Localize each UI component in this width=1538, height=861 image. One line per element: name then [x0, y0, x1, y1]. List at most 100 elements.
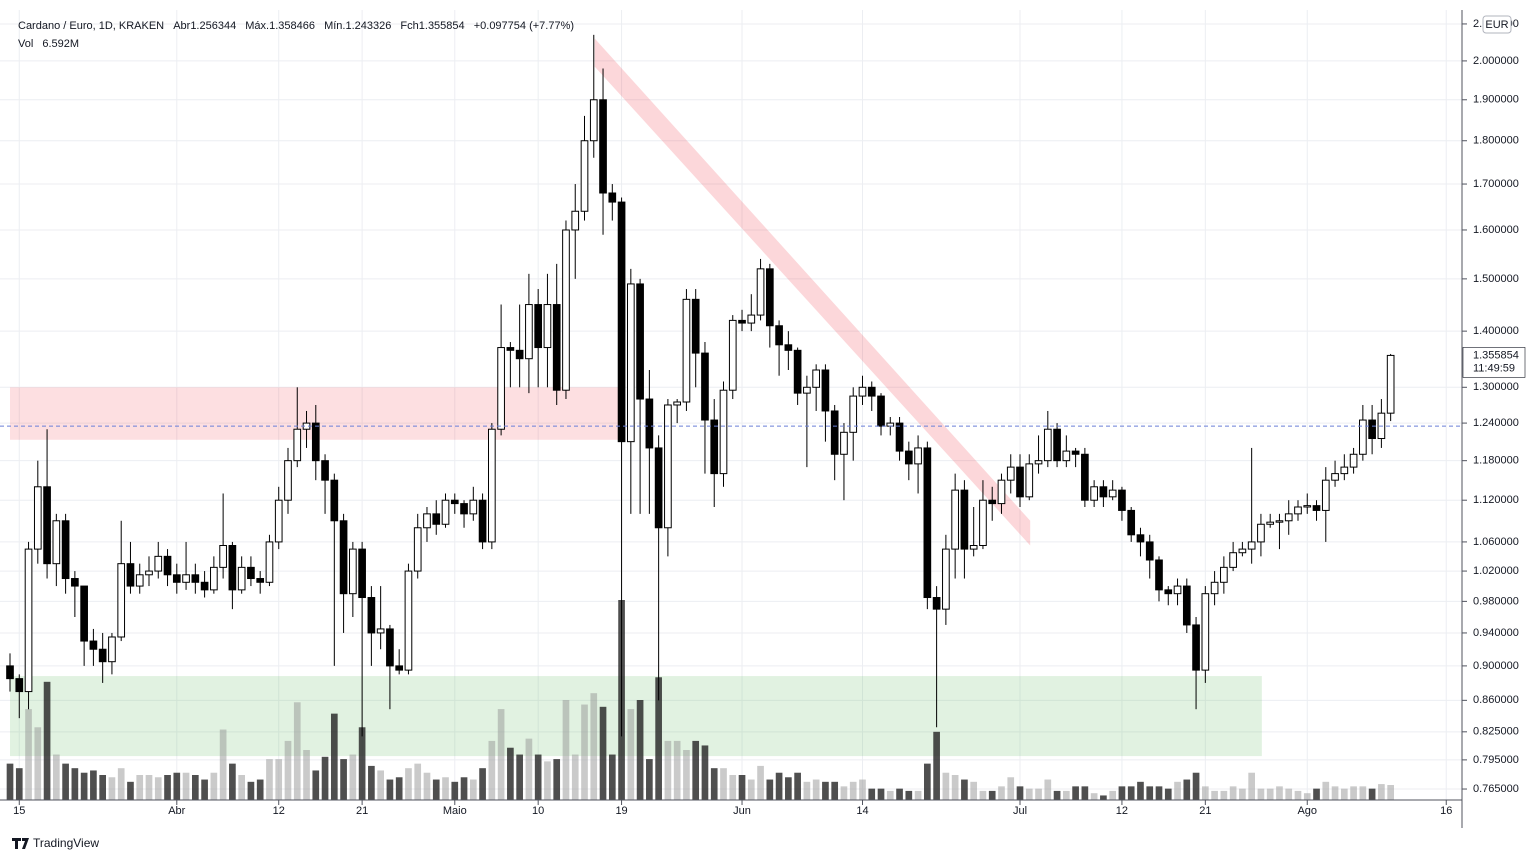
candle-body [154, 555, 163, 572]
volume-bar [312, 770, 320, 800]
candle-body [784, 344, 793, 351]
candle-body [339, 520, 348, 595]
volume-bar [599, 706, 607, 800]
candle-body [654, 447, 663, 529]
candle-body [1006, 466, 1015, 481]
y-tick-label: 2.000000 [1473, 55, 1519, 67]
candle-body [562, 229, 570, 391]
candle-body [1386, 354, 1395, 414]
candle-body [515, 349, 524, 360]
y-tick-label: 1.800000 [1473, 135, 1519, 147]
volume-bar [34, 727, 42, 800]
volume-bar [1192, 772, 1200, 800]
candle-body [330, 479, 339, 522]
volume-bar [432, 779, 440, 800]
volume-bar [1331, 786, 1339, 800]
candle-body [237, 566, 246, 591]
candle-body [1321, 479, 1330, 511]
volume-bar [145, 775, 153, 800]
candle-body [182, 574, 190, 583]
candle-body [1359, 419, 1367, 455]
volume-bar [1100, 795, 1107, 800]
candle-body [293, 428, 302, 462]
candle-body [450, 499, 459, 505]
candle-body [1053, 428, 1061, 462]
volume-bar [1303, 793, 1311, 800]
volume-bar [191, 775, 199, 800]
volume-bar [1276, 786, 1283, 800]
legend-header: Cardano / Euro, 1D, KRAKEN Abr1.256344 M… [18, 17, 574, 53]
candle-body [413, 527, 422, 572]
volume-bar [25, 709, 32, 800]
candle-body [534, 304, 543, 349]
candle-body [386, 628, 394, 667]
y-tick-label: 1.600000 [1473, 224, 1519, 236]
ohlc-label: Mín. [324, 20, 346, 32]
volume-bar [442, 777, 449, 800]
volume-bar [1025, 788, 1033, 800]
candle-body [738, 319, 746, 324]
volume-bar [701, 745, 709, 800]
candle-body [1229, 552, 1237, 568]
candle-body [552, 304, 561, 391]
volume-bar [405, 768, 412, 800]
volume-bar [1053, 790, 1061, 800]
volume-bar [43, 681, 51, 800]
candle-body [580, 140, 589, 212]
candle-body [710, 419, 719, 475]
candle-body [117, 563, 126, 638]
volume-bar [164, 775, 171, 800]
candle-body [311, 422, 320, 462]
candle-body [682, 298, 691, 403]
volume-bar [988, 790, 996, 800]
volume-bar [358, 727, 366, 800]
candle-body [1164, 589, 1173, 595]
candle-body [951, 489, 959, 550]
volume-bar [812, 779, 820, 800]
volume-bar [849, 781, 857, 800]
volume-bar [1155, 786, 1163, 800]
candle-body [367, 597, 376, 634]
volume-bar [1007, 777, 1015, 800]
candle-body [1349, 453, 1358, 468]
trend-channel [594, 38, 1031, 546]
candle-body [488, 428, 496, 543]
candle-body [469, 499, 478, 515]
volume-bar [1127, 786, 1135, 800]
candle-body [775, 325, 783, 346]
candle-body [1136, 534, 1145, 543]
volume-bar [53, 754, 60, 800]
volume-bar [321, 756, 329, 800]
volume-bar [840, 786, 848, 800]
volume-bar [608, 754, 616, 800]
volume-bar [525, 738, 533, 800]
volume-bar [961, 779, 968, 800]
volume-bar [238, 775, 245, 800]
volume-bar [377, 770, 384, 800]
candle-body [1192, 624, 1200, 671]
volume-bar [80, 772, 88, 800]
volume-bar [108, 777, 116, 800]
candle-body [1275, 520, 1284, 523]
volume-bar [998, 786, 1005, 800]
y-tick-label: 1.900000 [1473, 94, 1519, 106]
volume-bar [1285, 788, 1293, 800]
y-tick-label: 0.940000 [1473, 627, 1519, 639]
volume-bar [979, 790, 987, 800]
volume-bar [1378, 784, 1385, 800]
candle-body [1340, 466, 1349, 475]
candle-body [589, 99, 598, 142]
ohlc-row: Cardano / Euro, 1D, KRAKEN Abr1.256344 M… [18, 17, 574, 35]
volume-bar [1220, 790, 1228, 800]
x-tick-label: 15 [13, 805, 25, 817]
volume-bar [655, 677, 662, 800]
candle-body [145, 570, 153, 576]
candle-body [793, 349, 802, 394]
volume-bar [275, 759, 283, 800]
volume-bar [1266, 788, 1274, 800]
change: +0.097754 (+7.77%) [473, 20, 575, 32]
candle-body [979, 499, 987, 547]
candle-body [441, 499, 450, 525]
symbol-title: Cardano / Euro, 1D, KRAKEN [18, 20, 165, 32]
